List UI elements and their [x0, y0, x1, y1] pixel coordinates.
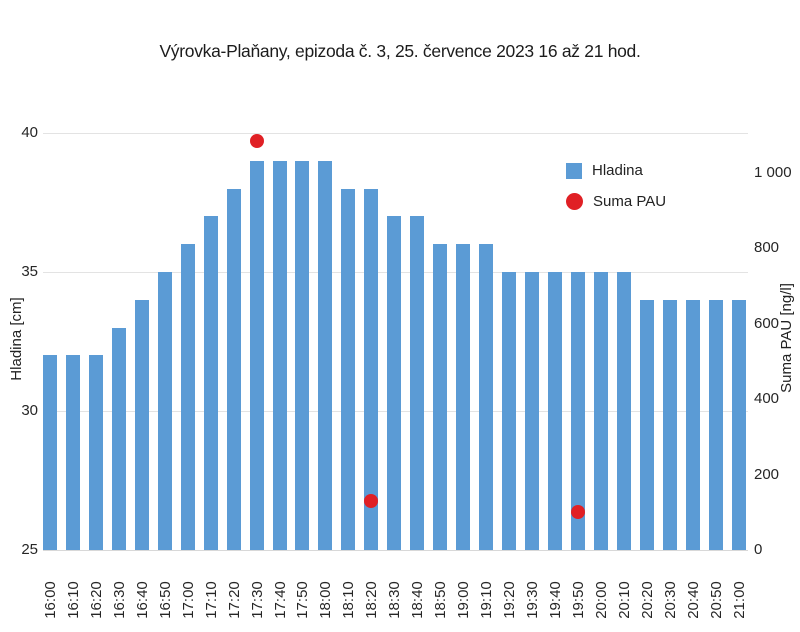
left-axis-tick-label: 30	[21, 402, 38, 419]
bar-19:50	[571, 272, 585, 550]
x-axis-tick-label: 18:30	[385, 581, 403, 619]
bar-16:00	[43, 355, 57, 550]
x-axis-tick-label: 17:20	[225, 581, 243, 619]
bar-20:30	[663, 300, 677, 550]
right-axis-tick-label: 800	[754, 239, 780, 256]
chart-title: Výrovka-Plaňany, epizoda č. 3, 25. červe…	[159, 41, 641, 61]
x-axis-tick-label: 20:20	[638, 581, 656, 619]
x-axis-tick-label: 16:00	[41, 581, 59, 619]
pau-dot-19:50	[571, 505, 585, 519]
bar-18:10	[341, 189, 355, 550]
x-axis-tick-label: 19:40	[546, 581, 564, 619]
bar-20:10	[617, 272, 631, 550]
bar-21:00	[732, 300, 746, 550]
bar-17:50	[295, 161, 309, 550]
x-axis-tick-label: 18:20	[362, 581, 380, 619]
bar-19:10	[479, 244, 493, 550]
bar-18:40	[410, 216, 424, 550]
x-axis-tick-label: 18:00	[316, 581, 334, 619]
left-axis-tick-label: 40	[21, 124, 38, 141]
bar-19:30	[525, 272, 539, 550]
right-axis-tick-label: 1 000	[754, 164, 792, 181]
gridline	[43, 133, 748, 134]
x-axis-tick-label: 19:20	[500, 581, 518, 619]
right-axis-title: Suma PAU [ng/l]	[777, 283, 795, 393]
bar-18:50	[433, 244, 447, 550]
x-axis-tick-label: 16:10	[64, 581, 82, 619]
legend-item-hladina: Hladina	[566, 162, 666, 179]
x-axis-tick-label: 16:30	[110, 581, 128, 619]
x-axis-tick-label: 17:30	[248, 581, 266, 619]
x-axis-tick-label: 16:50	[156, 581, 174, 619]
bar-18:30	[387, 216, 401, 550]
x-axis-tick-label: 19:50	[569, 581, 587, 619]
bar-19:20	[502, 272, 516, 550]
x-axis-tick-label: 17:00	[179, 581, 197, 619]
x-axis-tick-label: 19:10	[477, 581, 495, 619]
gridline	[43, 550, 748, 551]
x-axis-tick-label: 17:40	[271, 581, 289, 619]
suma-pau-swatch-icon	[566, 193, 583, 210]
x-axis-tick-label: 20:30	[661, 581, 679, 619]
x-axis-tick-label: 18:50	[431, 581, 449, 619]
bar-17:10	[204, 216, 218, 550]
bar-16:20	[89, 355, 103, 550]
x-axis-tick-label: 18:10	[339, 581, 357, 619]
bar-18:00	[318, 161, 332, 550]
bar-16:50	[158, 272, 172, 550]
bar-16:30	[112, 328, 126, 550]
legend: Hladina Suma PAU	[566, 162, 666, 224]
bar-20:40	[686, 300, 700, 550]
x-axis-tick-label: 17:50	[293, 581, 311, 619]
right-axis-tick-label: 0	[754, 541, 763, 558]
x-axis-tick-label: 19:00	[454, 581, 472, 619]
x-axis-tick-label: 17:10	[202, 581, 220, 619]
right-axis-tick-label: 600	[754, 315, 780, 332]
bar-20:20	[640, 300, 654, 550]
x-axis-tick-label: 20:00	[592, 581, 610, 619]
x-axis-tick-label: 21:00	[730, 581, 748, 619]
x-axis-tick-label: 19:30	[523, 581, 541, 619]
x-axis-tick-label: 18:40	[408, 581, 426, 619]
x-axis-tick-label: 20:40	[684, 581, 702, 619]
x-axis-tick-label: 16:20	[87, 581, 105, 619]
bar-17:00	[181, 244, 195, 550]
bar-16:40	[135, 300, 149, 550]
left-axis-title: Hladina [cm]	[7, 297, 25, 381]
left-axis-tick-label: 25	[21, 541, 38, 558]
hladina-swatch-icon	[566, 162, 582, 179]
bar-17:20	[227, 189, 241, 550]
bar-17:30	[250, 161, 264, 550]
bar-20:50	[709, 300, 723, 550]
x-axis-tick-label: 20:10	[615, 581, 633, 619]
left-axis-tick-label: 35	[21, 263, 38, 280]
legend-label-suma-pau: Suma PAU	[593, 193, 667, 210]
bar-18:20	[364, 189, 378, 550]
bar-19:00	[456, 244, 470, 550]
x-axis-tick-label: 20:50	[707, 581, 725, 619]
bar-17:40	[273, 161, 287, 550]
pau-dot-17:30	[250, 134, 264, 148]
legend-item-suma-pau: Suma PAU	[566, 193, 666, 210]
legend-label-hladina: Hladina	[592, 162, 643, 179]
x-axis-tick-label: 16:40	[133, 581, 151, 619]
pau-dot-18:20	[364, 494, 378, 508]
right-axis-tick-label: 200	[754, 466, 780, 483]
bar-16:10	[66, 355, 80, 550]
bar-20:00	[594, 272, 608, 550]
bar-19:40	[548, 272, 562, 550]
right-axis-tick-label: 400	[754, 390, 780, 407]
